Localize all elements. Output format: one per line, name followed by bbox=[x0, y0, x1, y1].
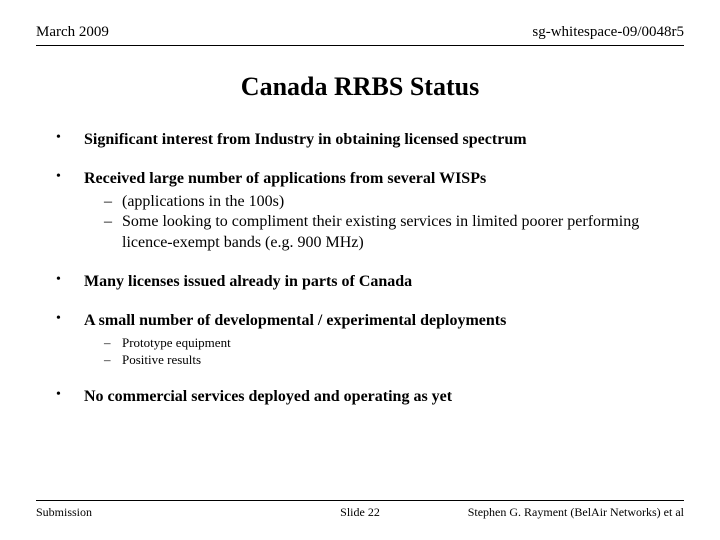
sub-item: Prototype equipment bbox=[104, 334, 684, 352]
bullet-item: Received large number of applications fr… bbox=[56, 169, 684, 254]
bullet-text: No commercial services deployed and oper… bbox=[84, 388, 452, 405]
sub-item: Some looking to compliment their existin… bbox=[104, 212, 684, 254]
slide-title: Canada RRBS Status bbox=[36, 72, 684, 102]
bullet-text: Many licenses issued already in parts of… bbox=[84, 273, 412, 290]
bullet-item: Significant interest from Industry in ob… bbox=[56, 130, 684, 151]
bullet-item: Many licenses issued already in parts of… bbox=[56, 272, 684, 293]
bullet-item: No commercial services deployed and oper… bbox=[56, 387, 684, 408]
bullet-text: A small number of developmental / experi… bbox=[84, 312, 506, 329]
footer-left: Submission bbox=[36, 505, 92, 520]
slide-footer: Submission Slide 22 Stephen G. Rayment (… bbox=[36, 500, 684, 520]
bullet-item: A small number of developmental / experi… bbox=[56, 311, 684, 369]
sub-list: Prototype equipmentPositive results bbox=[84, 334, 684, 369]
header-docid: sg-whitespace-09/0048r5 bbox=[532, 24, 684, 41]
footer-author: Stephen G. Rayment (BelAir Networks) et … bbox=[468, 505, 684, 520]
bullet-list: Significant interest from Industry in ob… bbox=[36, 130, 684, 407]
bullet-text: Significant interest from Industry in ob… bbox=[84, 131, 527, 148]
bullet-text: Received large number of applications fr… bbox=[84, 170, 486, 187]
sub-item: (applications in the 100s) bbox=[104, 192, 684, 213]
sub-item: Positive results bbox=[104, 351, 684, 369]
footer-slide-number: Slide 22 bbox=[340, 505, 380, 520]
sub-list: (applications in the 100s)Some looking t… bbox=[84, 192, 684, 254]
slide-header: March 2009 sg-whitespace-09/0048r5 bbox=[36, 24, 684, 46]
header-date: March 2009 bbox=[36, 24, 109, 41]
